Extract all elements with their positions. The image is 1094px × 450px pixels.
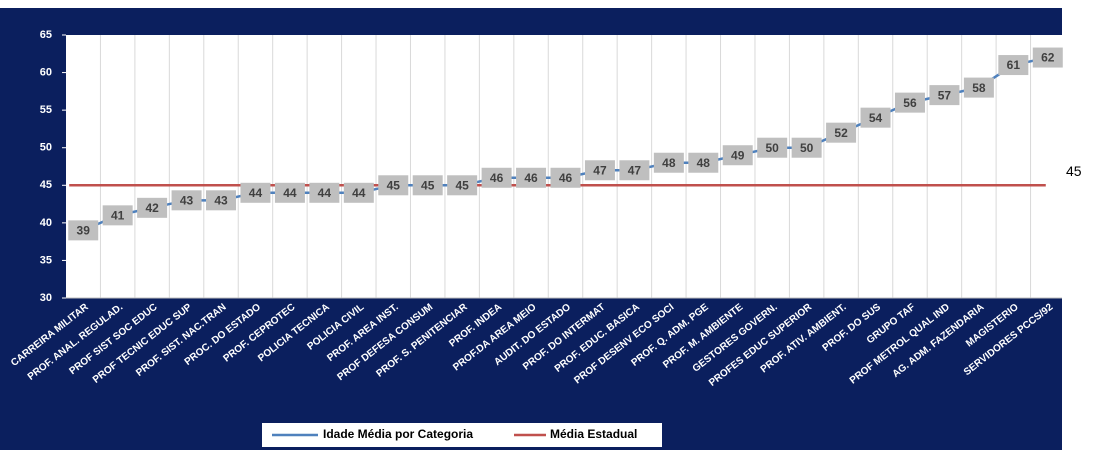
data-label: 43 [214, 193, 228, 207]
y-tick-label: 60 [40, 66, 52, 78]
data-label-box [688, 152, 719, 173]
data-label-box [894, 92, 925, 113]
data-label-box [68, 220, 99, 241]
data-label-box [998, 55, 1029, 76]
data-label: 54 [869, 111, 883, 125]
data-label: 45 [455, 178, 469, 192]
data-label: 46 [490, 171, 504, 185]
reference-label: 45 [1066, 163, 1082, 179]
data-label: 48 [662, 156, 676, 170]
data-label-box [309, 182, 340, 203]
data-label-box [584, 160, 615, 181]
data-label: 45 [421, 178, 435, 192]
data-label-box [206, 190, 237, 211]
data-label-box [929, 85, 960, 106]
data-label: 44 [249, 186, 263, 200]
data-label: 41 [111, 209, 125, 223]
data-label: 50 [766, 141, 780, 155]
data-label-box [963, 77, 994, 98]
data-label-box [137, 197, 168, 218]
y-tick-label: 40 [40, 217, 52, 229]
data-label: 58 [972, 81, 986, 95]
data-label: 52 [834, 126, 848, 140]
data-label: 56 [903, 96, 917, 110]
data-label-box [343, 182, 374, 203]
data-label: 44 [352, 186, 366, 200]
data-label: 62 [1041, 51, 1055, 65]
plot-area [66, 35, 1062, 298]
data-label-box [481, 167, 512, 188]
legend-box [262, 423, 662, 447]
legend-label: Média Estadual [550, 427, 637, 441]
data-label: 45 [387, 178, 401, 192]
data-label: 44 [318, 186, 332, 200]
data-label-box [1032, 47, 1063, 68]
data-label: 47 [628, 163, 642, 177]
data-label: 42 [145, 201, 159, 215]
y-tick-label: 35 [40, 254, 52, 266]
data-label: 47 [593, 163, 607, 177]
data-label: 49 [731, 148, 745, 162]
legend: Idade Média por Categoria Média Estadual [262, 423, 662, 447]
data-label: 46 [559, 171, 573, 185]
data-label-box [550, 167, 581, 188]
data-label-box [447, 175, 478, 196]
data-label-box [619, 160, 650, 181]
data-label-box [412, 175, 443, 196]
data-label: 39 [77, 224, 91, 238]
data-label-box [826, 122, 857, 143]
y-tick-label: 30 [40, 292, 52, 304]
data-label-box [240, 182, 271, 203]
data-label: 48 [697, 156, 711, 170]
data-label: 61 [1007, 58, 1021, 72]
data-label-box [757, 137, 788, 158]
y-tick-label: 65 [40, 29, 52, 41]
data-label-box [860, 107, 891, 128]
data-label-box [171, 190, 202, 211]
y-tick-label: 45 [40, 179, 52, 191]
data-label-box [102, 205, 133, 226]
data-label: 46 [524, 171, 538, 185]
data-label-box [274, 182, 305, 203]
data-label-box [791, 137, 822, 158]
data-label: 57 [938, 88, 952, 102]
data-label: 44 [283, 186, 297, 200]
data-label: 43 [180, 193, 194, 207]
data-label-box [653, 152, 684, 173]
legend-label: Idade Média por Categoria [323, 427, 473, 441]
y-tick-label: 55 [40, 104, 52, 116]
data-label-box [378, 175, 409, 196]
y-tick-label: 50 [40, 142, 52, 154]
data-label-box [516, 167, 547, 188]
data-label: 50 [800, 141, 814, 155]
data-label-box [722, 145, 753, 166]
